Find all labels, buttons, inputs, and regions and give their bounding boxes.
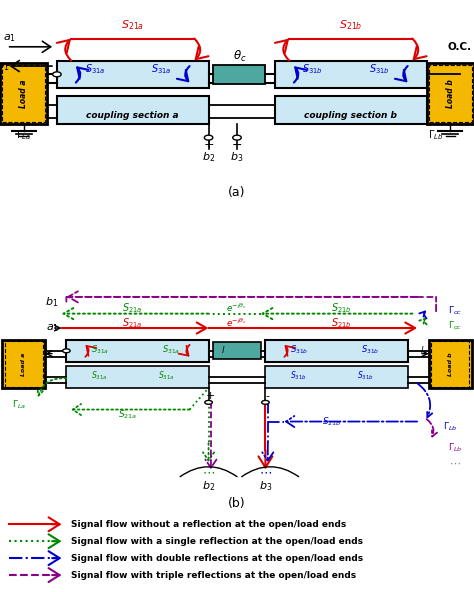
Text: $+$: $+$ [203, 138, 214, 151]
Text: $b_2$: $b_2$ [202, 150, 215, 164]
Text: coupling section a: coupling section a [86, 111, 179, 120]
Text: $b_1$: $b_1$ [0, 59, 9, 73]
Bar [213, 65, 265, 84]
Text: $S_{21a}$: $S_{21a}$ [121, 18, 144, 32]
Text: $\Gamma_{Lb}$: $\Gamma_{Lb}$ [448, 442, 462, 454]
Text: $\theta_c$: $\theta_c$ [233, 49, 246, 64]
Bar [57, 60, 209, 88]
Text: $S_{31a}$: $S_{31a}$ [162, 343, 180, 356]
Text: $a_1$: $a_1$ [46, 322, 59, 334]
Bar [5, 341, 43, 387]
Bar [431, 341, 469, 387]
Text: +: + [206, 391, 216, 401]
Circle shape [53, 72, 61, 77]
Text: $e^{-j\theta_c}$: $e^{-j\theta_c}$ [227, 317, 247, 329]
Text: $S_{31b}$: $S_{31b}$ [302, 62, 323, 76]
Text: Load a: Load a [21, 352, 26, 376]
Circle shape [204, 135, 213, 140]
Bar [66, 340, 209, 362]
Text: coupling section b: coupling section b [304, 111, 397, 120]
Circle shape [63, 349, 70, 353]
Text: $\Gamma_{Lb}$: $\Gamma_{Lb}$ [428, 128, 444, 142]
Text: (b): (b) [228, 497, 246, 510]
Text: $S_{31b}$: $S_{31b}$ [356, 370, 374, 382]
Text: $S_{21b}$: $S_{21b}$ [331, 301, 352, 314]
Text: $S_{21b}$: $S_{21b}$ [339, 18, 363, 32]
Text: $\cdots$: $\cdots$ [449, 457, 461, 467]
Bar [2, 65, 45, 123]
Text: Signal flow with triple reflections at the open/load ends: Signal flow with triple reflections at t… [71, 571, 356, 580]
Bar [0, 63, 47, 124]
Text: $S_{21b}$: $S_{21b}$ [331, 316, 352, 330]
Text: $S_{21a}$: $S_{21a}$ [122, 301, 143, 314]
Text: $\Gamma_{La}$: $\Gamma_{La}$ [16, 128, 31, 142]
Bar [265, 340, 408, 362]
Text: $S_{31a}$: $S_{31a}$ [91, 370, 108, 382]
Text: $l$: $l$ [419, 344, 424, 355]
Text: $\Gamma_{oc}$: $\Gamma_{oc}$ [448, 319, 462, 332]
Text: $S_{31b}$: $S_{31b}$ [369, 62, 390, 76]
Text: $S_{31b}$: $S_{31b}$ [290, 343, 308, 356]
Text: $S_{31a}$: $S_{31a}$ [151, 62, 172, 76]
Text: $b_1$: $b_1$ [46, 295, 59, 308]
Text: $S_{31a}$: $S_{31a}$ [158, 370, 174, 382]
Text: $S_{31b}$: $S_{31b}$ [290, 370, 307, 382]
Text: $\cdots$: $\cdots$ [202, 465, 215, 478]
Bar [2, 340, 45, 388]
Text: $b_3$: $b_3$ [230, 150, 244, 164]
Bar [275, 96, 427, 124]
Text: $e^{-j\theta_c}$: $e^{-j\theta_c}$ [227, 301, 247, 314]
Bar [57, 96, 209, 124]
Text: $S_{21a}$: $S_{21a}$ [122, 316, 143, 330]
Text: $S_{31b}$: $S_{31b}$ [361, 343, 379, 356]
Text: Signal flow with a single reflection at the open/load ends: Signal flow with a single reflection at … [71, 537, 363, 546]
Text: $S_{31a}$: $S_{31a}$ [91, 343, 109, 356]
Bar [66, 366, 209, 388]
Text: Load a: Load a [19, 79, 28, 108]
Text: $b_2$: $b_2$ [202, 480, 215, 493]
Text: (a): (a) [228, 186, 246, 199]
Bar [429, 340, 472, 388]
Text: $\Gamma_{La}$: $\Gamma_{La}$ [12, 398, 26, 411]
Text: O.C.: O.C. [448, 42, 472, 52]
Text: $S_{21b}$: $S_{21b}$ [322, 415, 342, 428]
Text: $\Gamma_{oc}$: $\Gamma_{oc}$ [448, 305, 462, 317]
Text: $-$: $-$ [231, 138, 243, 151]
Text: $S_{31a}$: $S_{31a}$ [84, 62, 105, 76]
Text: $a_1$: $a_1$ [3, 33, 16, 44]
Bar [265, 366, 408, 388]
Circle shape [262, 400, 269, 404]
Text: -: - [266, 391, 270, 401]
Bar [213, 342, 261, 359]
Text: $l$: $l$ [220, 344, 225, 355]
Text: Signal flow with double reflections at the open/load ends: Signal flow with double reflections at t… [71, 554, 363, 562]
Text: $b_3$: $b_3$ [259, 480, 272, 493]
Text: Load b: Load b [448, 352, 453, 376]
Text: $\cdots$: $\cdots$ [259, 465, 272, 478]
Text: Signal flow without a reflection at the open/load ends: Signal flow without a reflection at the … [71, 520, 346, 529]
Text: $\Gamma_{Lb}$: $\Gamma_{Lb}$ [443, 420, 457, 433]
Bar [429, 65, 472, 123]
Circle shape [205, 400, 212, 404]
Bar [427, 63, 474, 124]
Circle shape [233, 135, 241, 140]
Text: $S_{21a}$: $S_{21a}$ [118, 408, 137, 420]
Text: Load b: Load b [446, 79, 455, 108]
Bar [275, 60, 427, 88]
